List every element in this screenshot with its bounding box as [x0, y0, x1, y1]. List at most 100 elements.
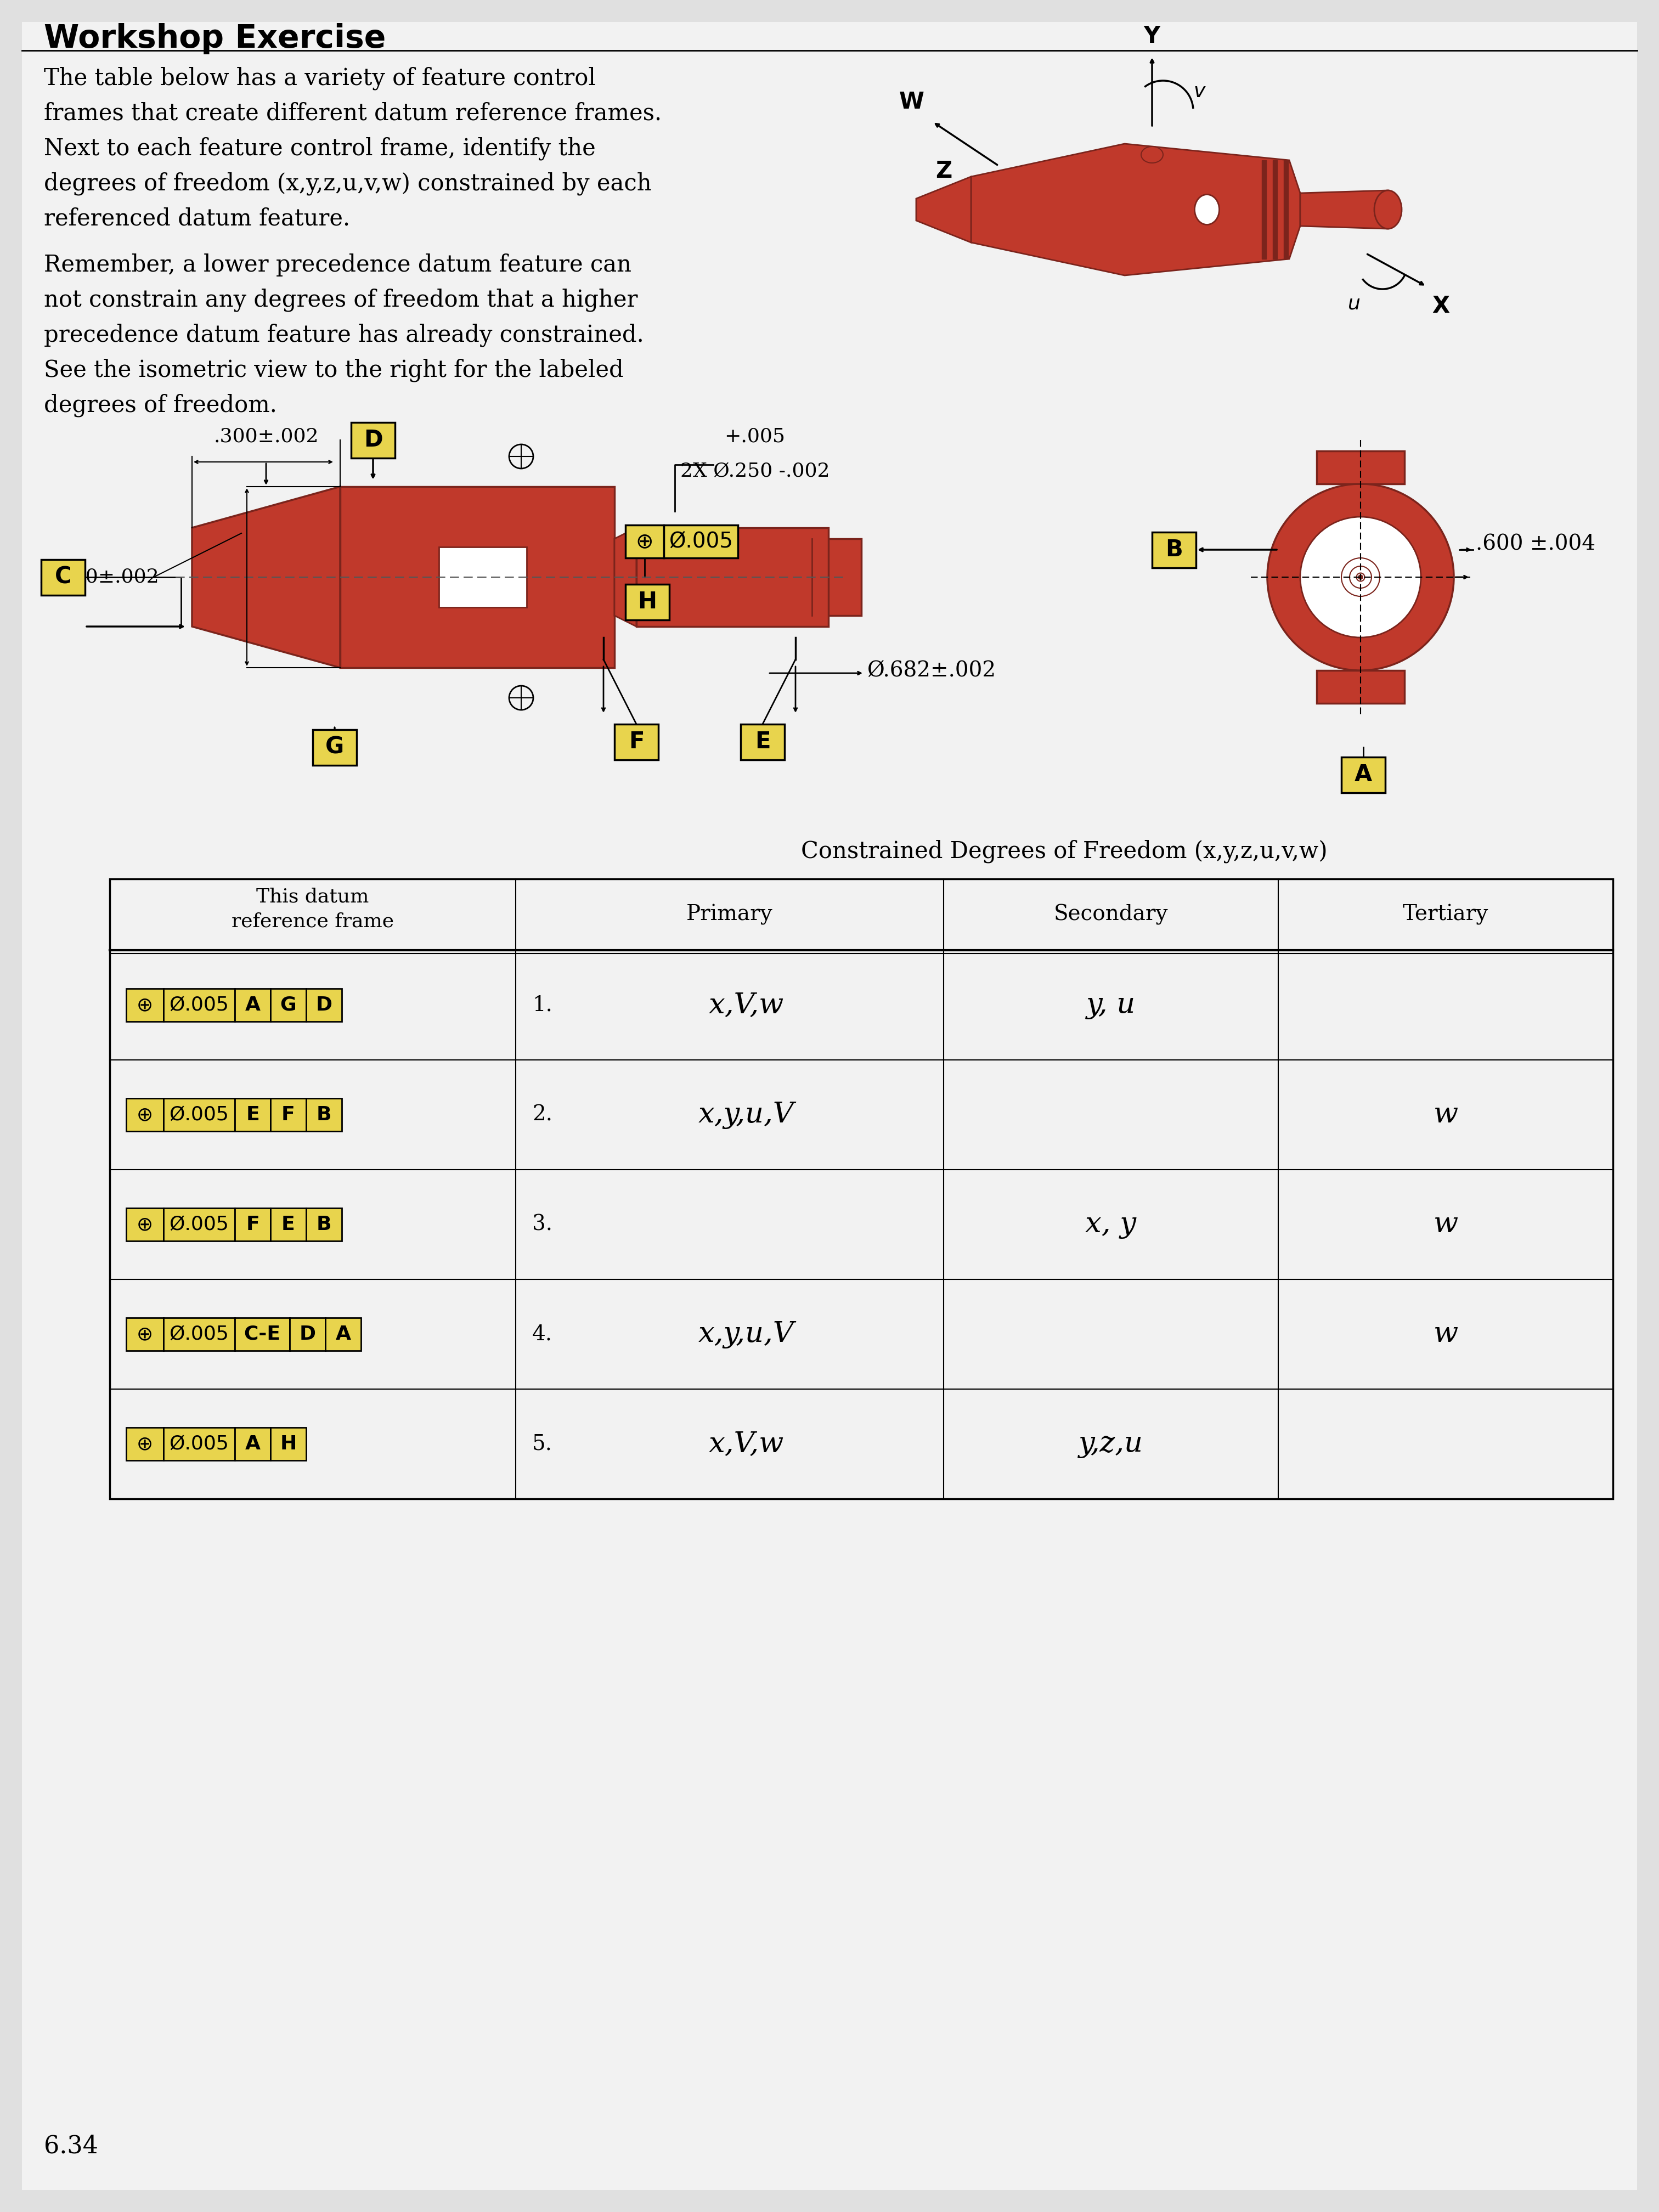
Text: ⊕: ⊕ — [136, 1325, 153, 1343]
Ellipse shape — [1141, 146, 1163, 164]
Text: ⊕: ⊕ — [136, 1436, 153, 1453]
Ellipse shape — [1301, 518, 1420, 637]
Text: C-E: C-E — [244, 1325, 280, 1343]
Bar — [625, 584, 669, 619]
Bar — [1317, 670, 1405, 703]
Polygon shape — [1301, 190, 1389, 228]
Polygon shape — [614, 529, 637, 626]
Bar — [352, 422, 395, 458]
Text: Primary: Primary — [687, 905, 773, 925]
Bar — [164, 1208, 236, 1241]
Text: 1.: 1. — [533, 995, 552, 1015]
Bar — [270, 1099, 307, 1130]
Text: ⊕: ⊕ — [136, 1214, 153, 1234]
Bar — [164, 989, 236, 1022]
Text: Remember, a lower precedence datum feature can
not constrain any degrees of free: Remember, a lower precedence datum featu… — [43, 254, 644, 416]
Bar — [325, 1318, 362, 1352]
Text: D: D — [315, 995, 332, 1015]
Text: B: B — [1165, 538, 1183, 562]
Text: .300±.002: .300±.002 — [214, 427, 319, 445]
Text: X: X — [1432, 294, 1450, 319]
Text: ⊕: ⊕ — [635, 531, 654, 553]
Polygon shape — [192, 487, 340, 668]
Text: 2X Ø.250 -.002: 2X Ø.250 -.002 — [680, 462, 830, 480]
Text: F: F — [282, 1106, 295, 1124]
Text: Secondary: Secondary — [1053, 905, 1168, 925]
Text: w: w — [1433, 1210, 1458, 1239]
Bar — [164, 1099, 236, 1130]
Text: 4.: 4. — [533, 1325, 552, 1345]
Text: x,V,w: x,V,w — [708, 991, 783, 1020]
Text: 2.: 2. — [533, 1104, 552, 1126]
Bar — [126, 1318, 164, 1352]
Text: Z: Z — [936, 159, 952, 184]
Text: w: w — [1433, 1321, 1458, 1347]
Text: W: W — [899, 91, 924, 113]
Bar — [270, 1427, 307, 1460]
Text: This datum
reference frame: This datum reference frame — [232, 887, 393, 931]
Bar — [1272, 159, 1277, 259]
Text: y,z,u: y,z,u — [1078, 1429, 1143, 1458]
Text: 3.: 3. — [533, 1214, 552, 1234]
Bar — [1342, 757, 1385, 792]
Bar — [236, 1099, 270, 1130]
Text: u: u — [1349, 294, 1360, 314]
Bar — [236, 989, 270, 1022]
Text: F: F — [246, 1214, 259, 1234]
Ellipse shape — [1194, 195, 1219, 226]
Text: Workshop Exercise: Workshop Exercise — [43, 22, 387, 55]
Bar — [307, 1208, 342, 1241]
Bar — [664, 524, 738, 557]
Bar — [440, 546, 526, 608]
Text: x,y,u,V: x,y,u,V — [698, 1321, 795, 1347]
Text: A: A — [246, 995, 260, 1015]
Bar — [740, 723, 785, 759]
Text: B: B — [317, 1214, 332, 1234]
Bar — [126, 989, 164, 1022]
Bar — [307, 1099, 342, 1130]
Text: .600 ±.004: .600 ±.004 — [1477, 533, 1596, 555]
Bar — [270, 989, 307, 1022]
Text: Ø.005: Ø.005 — [169, 1214, 229, 1234]
Text: Ø.682±.002: Ø.682±.002 — [866, 659, 995, 681]
Bar — [1151, 531, 1196, 568]
Bar — [164, 1427, 236, 1460]
Text: The table below has a variety of feature control
frames that create different da: The table below has a variety of feature… — [43, 66, 662, 230]
Bar — [625, 524, 664, 557]
Bar — [270, 1208, 307, 1241]
Text: E: E — [282, 1214, 295, 1234]
Text: C: C — [55, 566, 71, 588]
Text: Tertiary: Tertiary — [1404, 905, 1488, 925]
Text: F: F — [629, 730, 644, 754]
Bar — [236, 1208, 270, 1241]
Bar — [164, 1318, 236, 1352]
Text: Ø.600±.002: Ø.600±.002 — [40, 568, 159, 586]
Text: A: A — [246, 1436, 260, 1453]
Bar — [109, 878, 1613, 1500]
Text: Ø.005: Ø.005 — [169, 1325, 229, 1343]
Text: Ø.005: Ø.005 — [169, 1106, 229, 1124]
Text: H: H — [637, 591, 657, 613]
Text: Ø.005: Ø.005 — [169, 1436, 229, 1453]
Bar — [1317, 451, 1405, 484]
Ellipse shape — [1267, 484, 1453, 670]
Bar — [236, 1427, 270, 1460]
Text: w: w — [1433, 1102, 1458, 1128]
Bar — [41, 560, 85, 595]
Bar — [1262, 159, 1266, 259]
Text: Y: Y — [1143, 24, 1160, 49]
Text: ⊕: ⊕ — [136, 995, 153, 1015]
Bar — [126, 1208, 164, 1241]
Bar — [614, 723, 659, 759]
Text: y, u: y, u — [1087, 991, 1136, 1020]
Text: E: E — [246, 1106, 259, 1124]
Bar — [290, 1318, 325, 1352]
Text: Ø.005: Ø.005 — [169, 995, 229, 1015]
Ellipse shape — [1359, 575, 1362, 580]
Ellipse shape — [1374, 190, 1402, 228]
Bar — [340, 487, 614, 668]
Text: D: D — [299, 1325, 315, 1343]
Text: ⊕: ⊕ — [136, 1106, 153, 1124]
Text: G: G — [280, 995, 297, 1015]
Text: v: v — [1193, 82, 1204, 102]
